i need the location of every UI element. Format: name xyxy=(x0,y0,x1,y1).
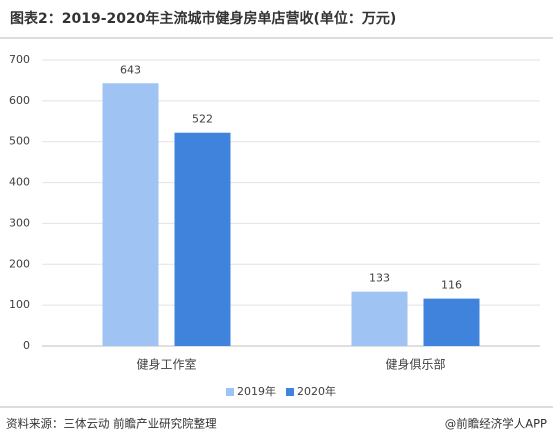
legend-label: 2019年 xyxy=(237,384,276,398)
value-label: 522 xyxy=(192,113,213,126)
y-tick-label: 0 xyxy=(23,339,30,352)
bar xyxy=(174,132,231,346)
y-tick-label: 100 xyxy=(9,298,30,311)
y-tick-label: 300 xyxy=(9,216,30,229)
y-tick-label: 400 xyxy=(9,176,30,189)
x-tick-label: 健身俱乐部 xyxy=(385,357,445,372)
y-tick-label: 700 xyxy=(9,53,30,66)
value-label: 116 xyxy=(441,279,462,292)
source: 资料来源：三体云动 前瞻产业研究院整理 xyxy=(6,417,217,431)
value-label: 643 xyxy=(120,63,141,76)
x-tick-label: 健身工作室 xyxy=(136,357,196,372)
bar xyxy=(351,291,408,346)
value-label: 133 xyxy=(369,272,390,285)
y-tick-label: 600 xyxy=(9,94,30,107)
bar xyxy=(102,83,159,346)
bar xyxy=(423,298,480,346)
y-tick-label: 500 xyxy=(9,135,30,148)
credit: @前瞻经济学人APP xyxy=(445,417,547,431)
chart-title: 图表2：2019-2020年主流城市健身房单店营收(单位：万元) xyxy=(10,10,396,27)
legend-label: 2020年 xyxy=(297,384,336,398)
legend-swatch xyxy=(286,388,294,396)
y-tick-label: 200 xyxy=(9,257,30,270)
legend-swatch xyxy=(226,388,234,396)
